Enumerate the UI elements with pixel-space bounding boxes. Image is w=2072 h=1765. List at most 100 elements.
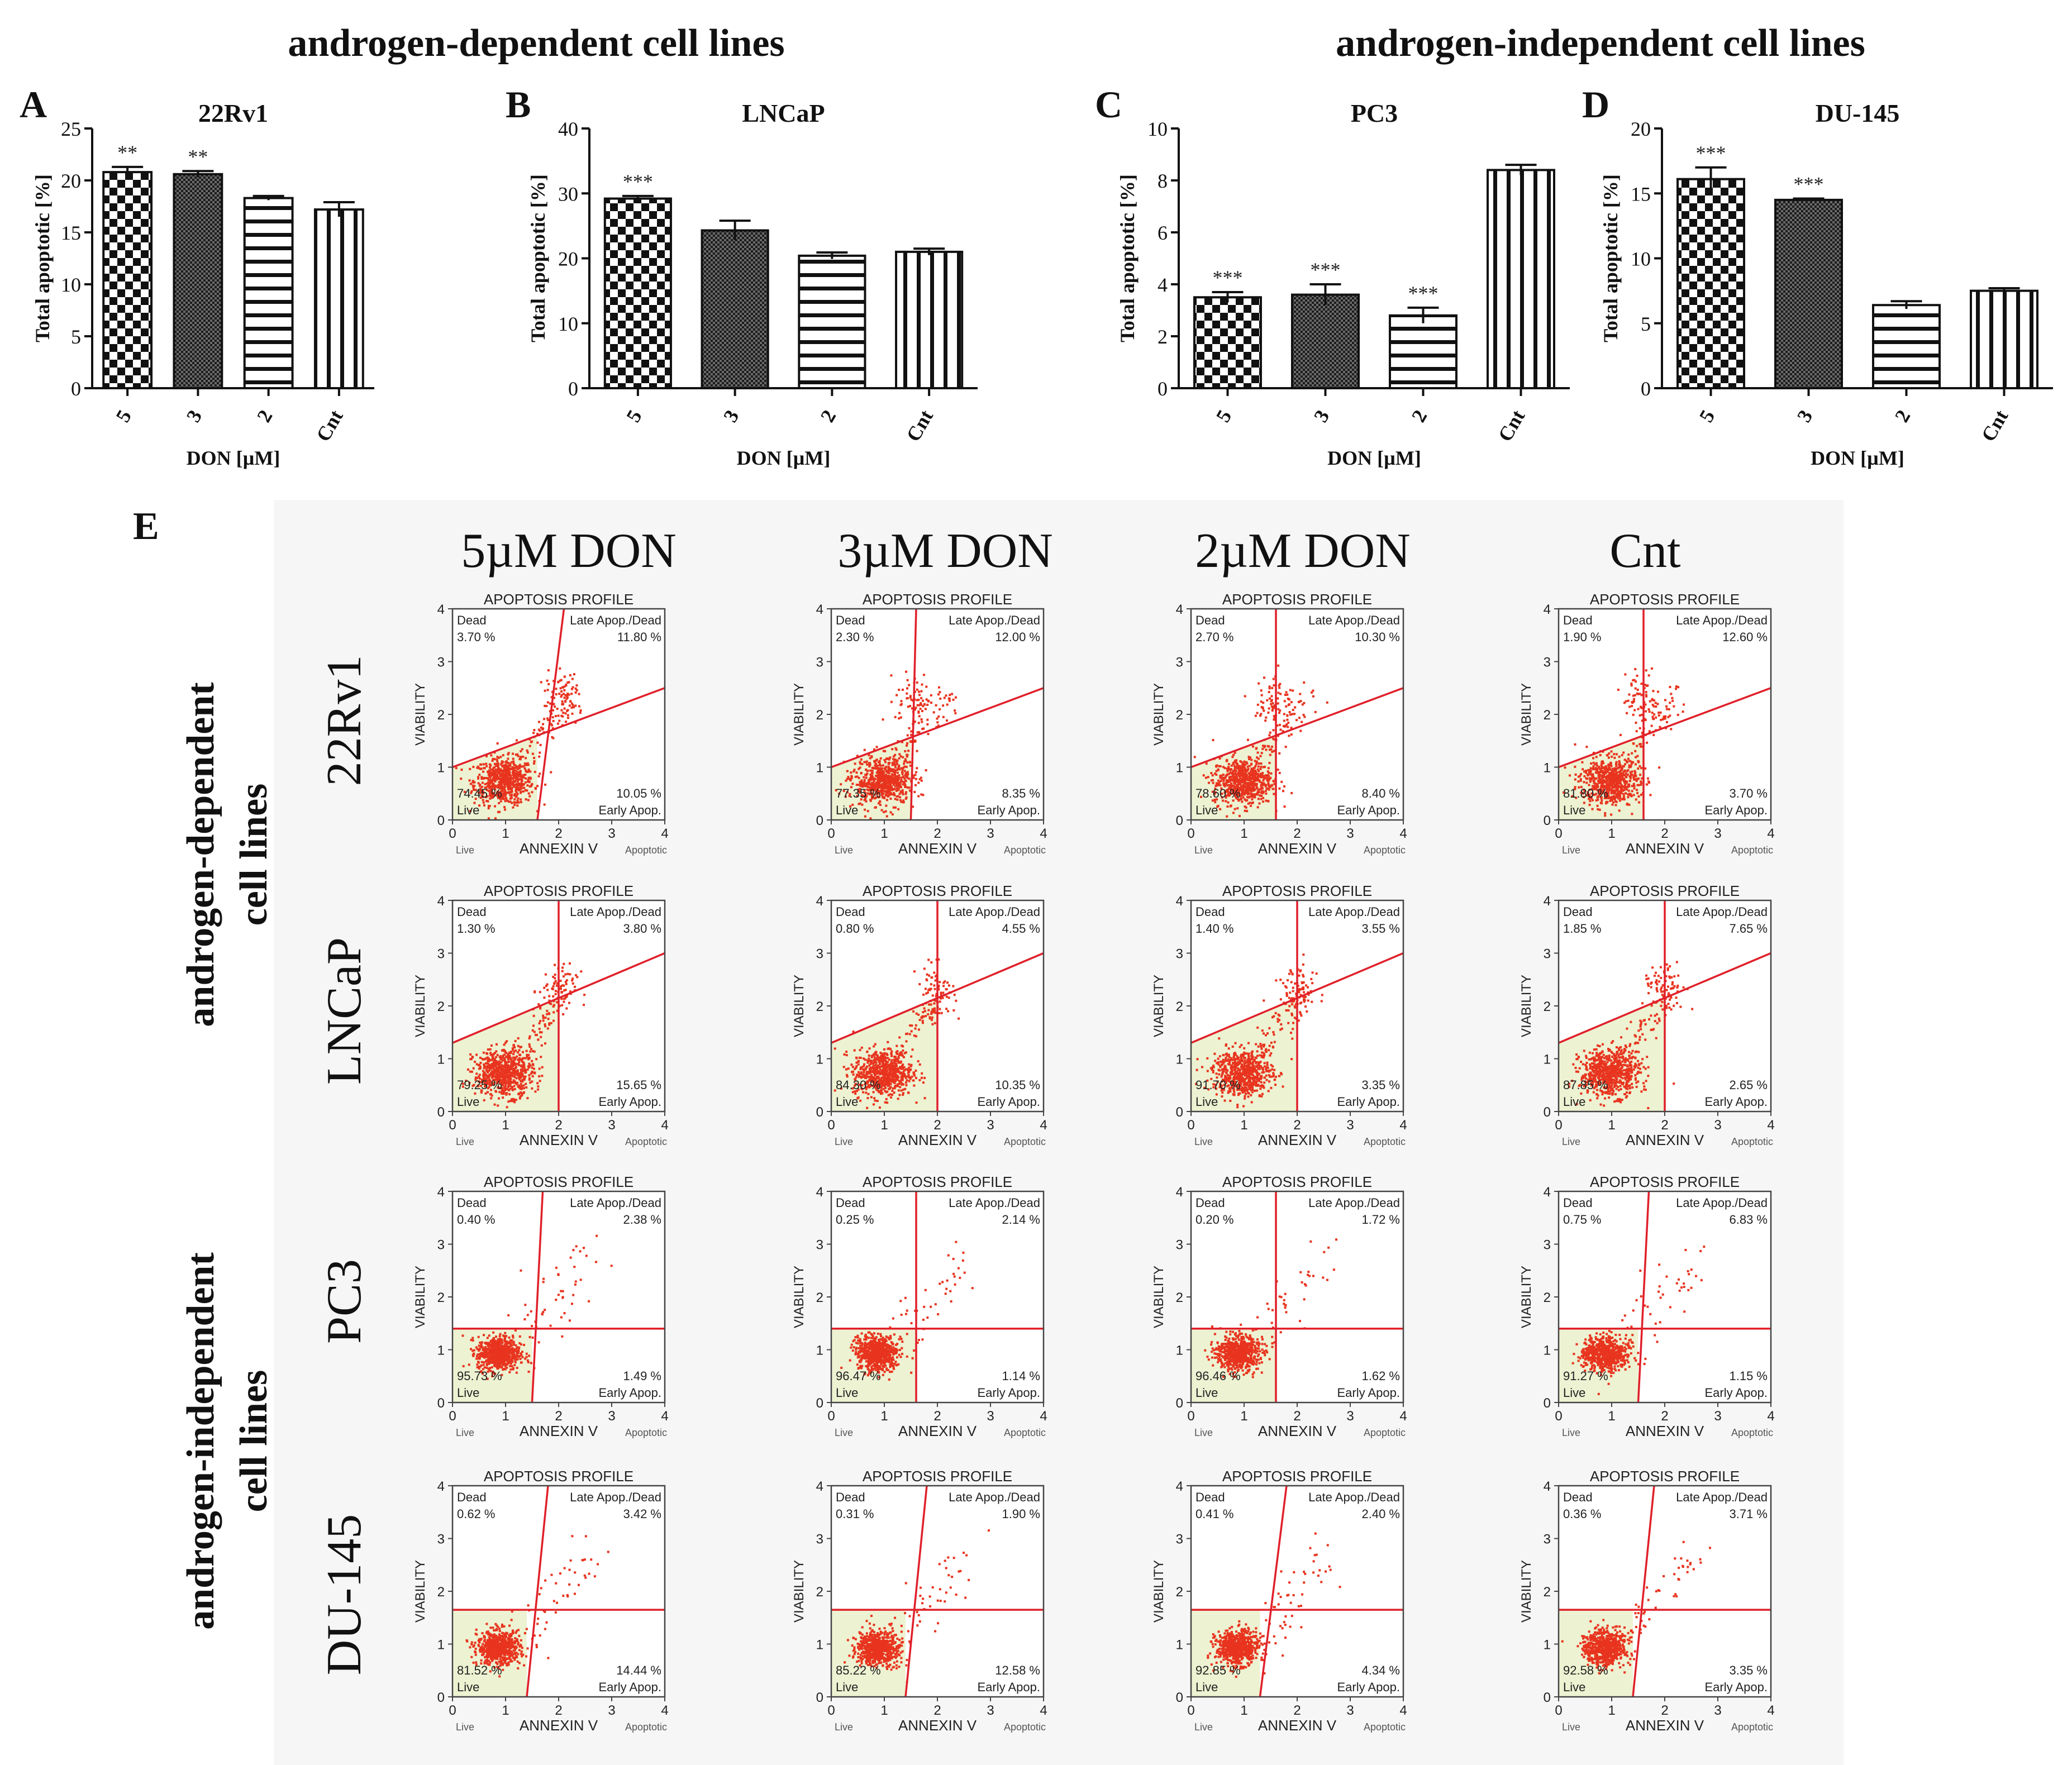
event-dot (1616, 788, 1619, 791)
event-dot (509, 800, 512, 803)
event-dot (874, 789, 877, 791)
event-dot (518, 788, 521, 790)
event-dot (1590, 792, 1593, 795)
event-dot (1651, 715, 1654, 718)
event-dot (1231, 789, 1234, 792)
event-dot (497, 776, 499, 779)
event-dot (499, 1078, 502, 1081)
x-axis-label: ANNEXIN V (898, 840, 977, 857)
independent-group-label-line1: androgen-independent (179, 1252, 222, 1630)
event-dot (486, 795, 489, 798)
event-dot (891, 781, 894, 784)
event-dot (1604, 794, 1607, 797)
event-dot (503, 1086, 506, 1089)
event-dot (1273, 718, 1275, 721)
event-dot (1564, 766, 1566, 769)
event-dot (1627, 796, 1630, 799)
live-percent: 81.80 % (1563, 786, 1608, 800)
event-dot (1255, 771, 1258, 774)
event-dot (1636, 791, 1639, 794)
live-label: Live (1563, 803, 1585, 817)
x-axis-apoptotic-label: Apoptotic (625, 1136, 667, 1147)
event-dot (475, 1053, 478, 1056)
event-dot (882, 787, 885, 790)
event-dot (899, 1080, 902, 1082)
event-dot (949, 694, 951, 697)
event-dot (1585, 771, 1588, 774)
event-dot (1272, 737, 1275, 740)
event-dot (499, 800, 502, 803)
event-dot (868, 777, 871, 780)
event-dot (873, 1077, 876, 1080)
event-dot (909, 741, 912, 743)
event-dot (1595, 764, 1598, 767)
event-dot (548, 999, 551, 1002)
event-dot (518, 767, 521, 770)
event-dot (1589, 771, 1592, 774)
event-dot (508, 1071, 511, 1074)
event-dot (1612, 789, 1615, 792)
event-dot (1269, 731, 1271, 734)
event-dot (1640, 694, 1643, 697)
event-dot (525, 1086, 528, 1089)
event-dot (891, 764, 894, 766)
event-dot (494, 1069, 497, 1072)
x-tick-label: 2 (933, 826, 941, 841)
event-dot (954, 709, 956, 712)
event-dot (515, 788, 517, 791)
event-dot (866, 1082, 869, 1085)
event-dot (1635, 756, 1637, 759)
event-dot (483, 1067, 485, 1070)
event-dot (1625, 775, 1628, 777)
event-dot (894, 747, 897, 750)
event-dot (873, 786, 875, 789)
event-dot (551, 703, 554, 705)
event-dot (479, 1061, 482, 1064)
event-dot (891, 768, 894, 771)
event-dot (493, 1103, 496, 1106)
y-tick-label: 1 (437, 1052, 445, 1067)
event-dot (860, 782, 863, 785)
event-dot (916, 704, 919, 707)
event-dot (1652, 705, 1655, 708)
event-dot (902, 783, 904, 786)
event-dot (851, 1066, 854, 1068)
event-dot (501, 1065, 504, 1068)
x-tick-label: 3 (608, 1118, 615, 1133)
live-percent: 78.60 % (1195, 786, 1241, 800)
y-tick-label: 5 (1641, 313, 1651, 335)
event-dot (1623, 780, 1626, 783)
event-dot (875, 785, 878, 788)
event-dot (479, 1081, 482, 1084)
event-dot (912, 1071, 915, 1074)
event-dot (531, 1087, 534, 1090)
event-dot (894, 785, 897, 788)
event-dot (927, 699, 930, 702)
event-dot (877, 792, 879, 795)
event-dot (881, 786, 884, 789)
event-dot (902, 1092, 905, 1095)
event-dot (1277, 691, 1280, 694)
x-tick-label: 1 (1608, 826, 1615, 841)
event-dot (1249, 779, 1252, 781)
event-dot (899, 716, 902, 719)
event-dot (516, 776, 518, 779)
event-dot (913, 721, 916, 723)
event-dot (478, 767, 480, 770)
event-dot (854, 1067, 856, 1070)
event-dot (874, 761, 877, 764)
event-dot (1285, 723, 1288, 726)
event-dot (876, 789, 879, 792)
event-dot (1595, 762, 1598, 765)
event-dot (905, 1040, 908, 1043)
event-dot (1250, 804, 1252, 807)
event-dot (1303, 702, 1306, 704)
event-dot (500, 788, 503, 791)
event-dot (1583, 781, 1585, 784)
event-dot (884, 784, 887, 787)
event-dot (1239, 767, 1241, 770)
event-dot (511, 790, 513, 793)
event-dot (1228, 791, 1231, 794)
event-dot (1619, 770, 1622, 773)
